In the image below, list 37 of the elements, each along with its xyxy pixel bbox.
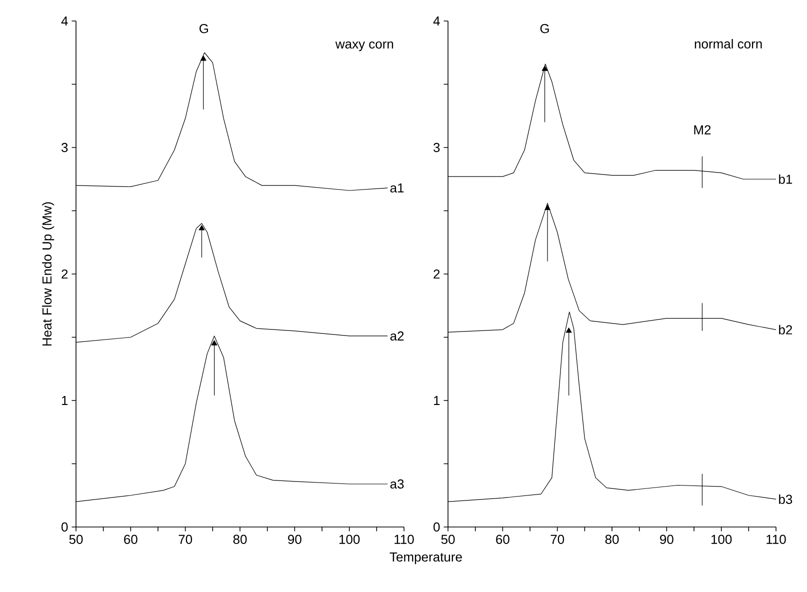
x-tick-label: 50	[441, 534, 455, 544]
series-label: a2	[390, 331, 404, 341]
x-tick-label: 100	[711, 534, 732, 544]
series-label: a3	[390, 479, 404, 489]
y-tick-label: 3	[62, 142, 68, 152]
y-tick-label: 0	[434, 522, 440, 532]
y-tick-label: 4	[433, 16, 440, 26]
x-tick-label: 60	[496, 534, 510, 544]
x-axis-title: Temperature	[390, 552, 462, 564]
x-tick-label: 70	[178, 534, 192, 544]
series-label: b2	[779, 324, 792, 334]
y-tick-label: 1	[62, 396, 68, 405]
annotation: normal corn	[694, 38, 762, 49]
y-tick-label: 4	[61, 16, 68, 26]
x-tick-label: 80	[605, 534, 619, 544]
y-tick-label: 2	[434, 269, 440, 279]
annotation: G	[540, 24, 549, 34]
y-tick-label: 1	[434, 396, 440, 405]
x-tick-label: 80	[233, 534, 247, 544]
x-tick-label: 70	[550, 534, 564, 544]
series-label: b1	[779, 174, 792, 184]
annotation: G	[200, 24, 208, 34]
x-tick-label: 110	[766, 534, 786, 544]
annotation: M2	[694, 125, 711, 134]
x-tick-label: 90	[660, 534, 674, 544]
y-tick-label: 0	[62, 522, 68, 532]
x-tick-label: 60	[124, 534, 138, 544]
y-axis-title: Heat Flow Endo Up (Mw)	[42, 202, 54, 346]
y-tick-label: 3	[434, 142, 440, 152]
x-tick-label: 110	[394, 534, 414, 544]
x-tick-label: 50	[69, 534, 83, 544]
annotation: waxy corn	[335, 41, 394, 52]
series-label: b3	[779, 494, 792, 504]
series-label: a1	[390, 183, 404, 193]
x-tick-label: 100	[339, 534, 360, 544]
y-tick-label: 2	[62, 269, 68, 279]
x-tick-label: 90	[288, 534, 302, 544]
